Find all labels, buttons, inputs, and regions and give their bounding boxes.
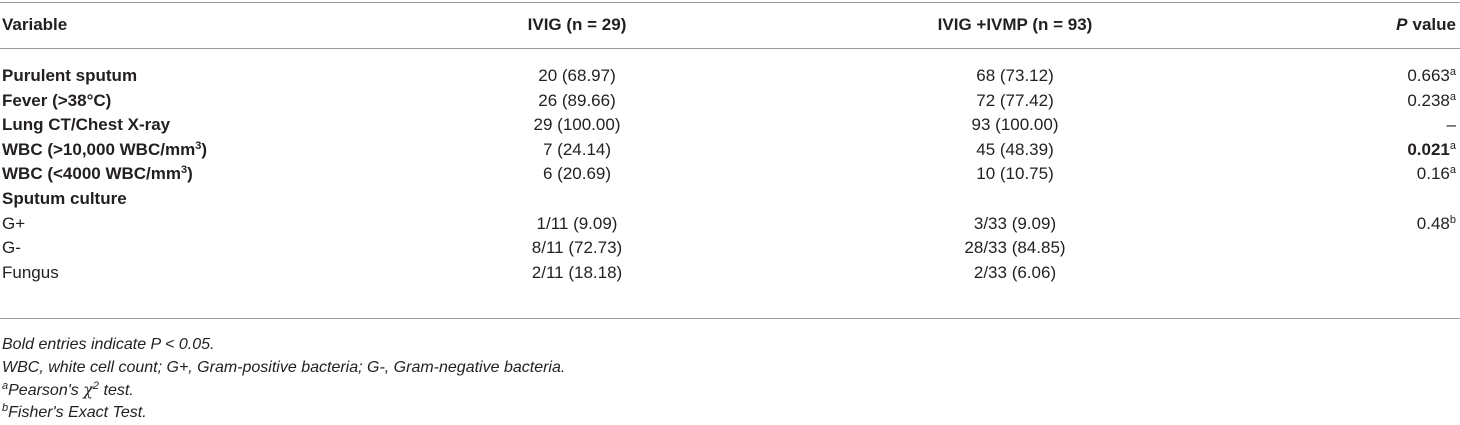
combo-cell: 3/33 (9.09)	[973, 213, 1057, 233]
p-header-text: value	[1412, 15, 1456, 34]
p-value: 0.238	[1407, 90, 1450, 110]
p-value: –	[1446, 115, 1456, 135]
footnote-text: test.	[99, 382, 134, 400]
combo-cell: 28/33 (84.85)	[964, 238, 1066, 258]
header-rule	[0, 48, 1460, 49]
top-rule	[0, 2, 1460, 3]
variable-text: G+	[2, 213, 26, 233]
footnote-mark: b	[1449, 213, 1456, 226]
p-value: 0.021	[1407, 139, 1450, 159]
combo-cell: 45 (48.39)	[976, 139, 1054, 159]
variable-cell: Fever (>38°C)	[2, 91, 111, 111]
variable-text: Lung CT/Chest X-ray	[2, 115, 171, 135]
variable-cell: Sputum culture	[2, 189, 127, 209]
variable-cell: Purulent sputum	[2, 66, 137, 86]
superscript: 3	[195, 139, 202, 152]
combo-cell: 72 (77.42)	[976, 90, 1054, 110]
footnote-mark: a	[1449, 164, 1456, 177]
variable-text: Sputum culture	[2, 189, 127, 208]
variable-cell: WBC (>10,000 WBC/mm3)	[2, 140, 207, 160]
footnote: Bold entries indicate P < 0.05.	[2, 335, 214, 355]
p-value: 0.16	[1416, 164, 1450, 184]
footnote-text: WBC, white cell count; G+, Gram-positive…	[2, 358, 566, 376]
footnote-mark: a	[1449, 66, 1456, 78]
footnote: bFisher's Exact Test.	[2, 401, 147, 423]
p-value-cell: –	[1447, 115, 1456, 135]
p-value-cell: 0.16a	[1417, 164, 1456, 184]
symbol: χ	[83, 380, 93, 400]
variable-cell: Fungus	[2, 263, 59, 283]
column-header: IVIG +IVMP (n = 93)	[937, 15, 1093, 34]
footnote-text: Fisher's Exact Test.	[8, 403, 147, 421]
variable-text: Fever (>38°C)	[2, 90, 112, 110]
variable-cell: G+	[2, 214, 25, 234]
variable-text: WBC (>10,000 WBC/mm	[2, 139, 196, 159]
ivig-cell: 26 (89.66)	[538, 90, 616, 110]
footnote: aPearson's χ2 test.	[2, 380, 134, 401]
ivig-cell: 7 (24.14)	[542, 139, 612, 159]
variable-cell: Lung CT/Chest X-ray	[2, 115, 170, 135]
p-value: 0.663	[1407, 66, 1450, 85]
p-symbol: P	[1396, 15, 1408, 34]
p-value-cell: 0.663a	[1407, 66, 1456, 86]
variable-text: G-	[2, 238, 21, 258]
column-header: Variable	[2, 15, 68, 34]
p-value: 0.48	[1416, 213, 1450, 233]
variable-text: Fungus	[2, 262, 59, 282]
combo-cell: 2/33 (6.06)	[973, 262, 1057, 282]
p-value-cell: 0.48b	[1417, 214, 1456, 234]
superscript: 3	[181, 164, 188, 177]
combo-cell: 93 (100.00)	[971, 115, 1059, 135]
p-value-cell: 0.238a	[1407, 91, 1456, 111]
variable-cell: G-	[2, 238, 21, 258]
ivig-cell: 2/11 (18.18)	[531, 262, 623, 282]
column-header: IVIG (n = 29)	[527, 15, 627, 34]
footnote-mark: a	[2, 380, 9, 393]
ivig-cell: 6 (20.69)	[542, 164, 612, 184]
footnote-mark: b	[2, 401, 9, 414]
ivig-cell: 20 (68.97)	[538, 66, 616, 85]
footnote-mark: a	[1449, 139, 1456, 152]
variable-text: )	[201, 139, 207, 159]
bottom-rule	[0, 318, 1460, 319]
ivig-cell: 29 (100.00)	[533, 115, 621, 135]
p-value-cell: 0.021a	[1407, 140, 1456, 160]
ivig-cell: 8/11 (72.73)	[531, 238, 623, 258]
combo-cell: 68 (73.12)	[976, 66, 1054, 85]
variable-text: WBC (<4000 WBC/mm	[2, 164, 182, 184]
variable-text: )	[187, 164, 193, 184]
combo-cell: 10 (10.75)	[976, 164, 1054, 184]
ivig-cell: 1/11 (9.09)	[536, 213, 618, 233]
footnote-mark: a	[1449, 90, 1456, 103]
variable-text: Purulent sputum	[2, 66, 138, 85]
variable-cell: WBC (<4000 WBC/mm3)	[2, 164, 193, 184]
footnote-text: Bold entries indicate P < 0.05.	[2, 336, 215, 353]
superscript: 2	[92, 380, 100, 393]
footnote: WBC, white cell count; G+, Gram-positive…	[2, 358, 565, 378]
footnote-text: Pearson's	[8, 382, 84, 400]
